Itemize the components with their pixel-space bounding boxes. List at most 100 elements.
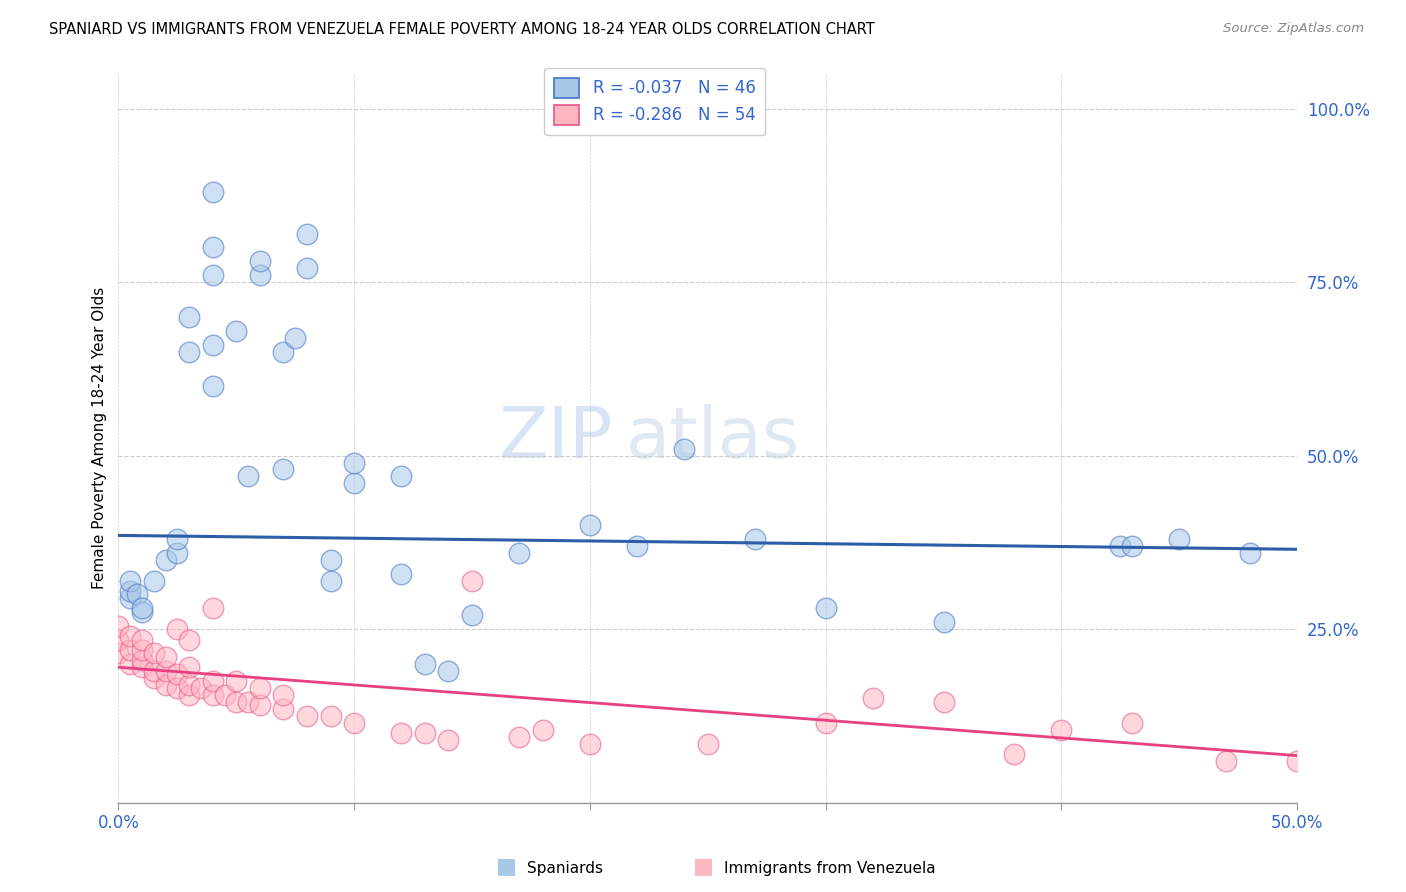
Point bbox=[319, 552, 342, 566]
Point bbox=[531, 723, 554, 737]
Point bbox=[1121, 539, 1143, 553]
Point bbox=[201, 601, 224, 615]
Point bbox=[1050, 723, 1073, 737]
Text: Immigrants from Venezuela: Immigrants from Venezuela bbox=[724, 861, 936, 876]
Point bbox=[295, 227, 318, 241]
Point bbox=[932, 615, 955, 629]
Point bbox=[295, 709, 318, 723]
Point bbox=[166, 532, 188, 546]
Text: ZIP: ZIP bbox=[499, 404, 613, 473]
Point bbox=[579, 737, 602, 751]
Text: Spaniards: Spaniards bbox=[527, 861, 603, 876]
Point bbox=[225, 674, 247, 689]
Point bbox=[201, 185, 224, 199]
Point bbox=[142, 671, 165, 685]
Point bbox=[236, 469, 259, 483]
Point bbox=[236, 695, 259, 709]
Point bbox=[201, 337, 224, 351]
Point bbox=[696, 737, 718, 751]
Point bbox=[389, 469, 412, 483]
Point bbox=[319, 574, 342, 588]
Point bbox=[1286, 754, 1309, 768]
Point bbox=[201, 240, 224, 254]
Point bbox=[389, 566, 412, 581]
Text: SPANIARD VS IMMIGRANTS FROM VENEZUELA FEMALE POVERTY AMONG 18-24 YEAR OLDS CORRE: SPANIARD VS IMMIGRANTS FROM VENEZUELA FE… bbox=[49, 22, 875, 37]
Point bbox=[579, 518, 602, 533]
Point bbox=[127, 587, 149, 601]
Point bbox=[131, 653, 153, 667]
Point bbox=[225, 324, 247, 338]
Point bbox=[155, 678, 177, 692]
Point bbox=[273, 462, 295, 476]
Point bbox=[166, 622, 188, 636]
Point bbox=[273, 702, 295, 716]
Point bbox=[179, 688, 201, 702]
Point bbox=[142, 574, 165, 588]
Point bbox=[166, 546, 188, 560]
Point bbox=[626, 539, 648, 553]
Point bbox=[343, 456, 366, 470]
Text: atlas: atlas bbox=[626, 404, 800, 473]
Point bbox=[389, 726, 412, 740]
Point bbox=[273, 688, 295, 702]
Point bbox=[461, 608, 484, 623]
Point bbox=[461, 574, 484, 588]
Point bbox=[142, 647, 165, 661]
Point bbox=[131, 605, 153, 619]
Point bbox=[343, 476, 366, 491]
Text: Source: ZipAtlas.com: Source: ZipAtlas.com bbox=[1223, 22, 1364, 36]
Point bbox=[120, 583, 142, 598]
Point bbox=[201, 268, 224, 282]
Point bbox=[249, 681, 271, 695]
Point bbox=[179, 310, 201, 324]
Point bbox=[814, 715, 837, 730]
Point bbox=[437, 664, 460, 678]
Point bbox=[437, 733, 460, 747]
Point bbox=[155, 649, 177, 664]
Point bbox=[508, 546, 530, 560]
Point bbox=[107, 618, 129, 632]
Point bbox=[1002, 747, 1025, 761]
Point bbox=[166, 667, 188, 681]
Point bbox=[413, 726, 436, 740]
Legend: R = -0.037   N = 46, R = -0.286   N = 54: R = -0.037 N = 46, R = -0.286 N = 54 bbox=[544, 68, 765, 135]
Text: ■: ■ bbox=[693, 856, 713, 876]
Point bbox=[862, 691, 884, 706]
Point bbox=[107, 647, 129, 661]
Point bbox=[179, 678, 201, 692]
Point bbox=[413, 657, 436, 671]
Point bbox=[814, 601, 837, 615]
Point bbox=[295, 261, 318, 276]
Point bbox=[155, 552, 177, 566]
Point bbox=[155, 664, 177, 678]
Point bbox=[131, 643, 153, 657]
Point bbox=[201, 379, 224, 393]
Point bbox=[142, 664, 165, 678]
Point bbox=[214, 688, 236, 702]
Point bbox=[131, 660, 153, 674]
Text: ■: ■ bbox=[496, 856, 516, 876]
Point bbox=[1239, 546, 1261, 560]
Point bbox=[508, 730, 530, 744]
Point bbox=[166, 681, 188, 695]
Point bbox=[273, 344, 295, 359]
Point bbox=[249, 698, 271, 713]
Point bbox=[190, 681, 212, 695]
Point bbox=[249, 254, 271, 268]
Point bbox=[1168, 532, 1191, 546]
Point bbox=[673, 442, 696, 456]
Point bbox=[131, 632, 153, 647]
Point bbox=[120, 643, 142, 657]
Point bbox=[120, 629, 142, 643]
Point bbox=[107, 632, 129, 647]
Point bbox=[131, 601, 153, 615]
Point bbox=[120, 574, 142, 588]
Point bbox=[120, 591, 142, 605]
Point bbox=[120, 657, 142, 671]
Point bbox=[1215, 754, 1237, 768]
Point bbox=[201, 688, 224, 702]
Point bbox=[225, 695, 247, 709]
Point bbox=[1121, 715, 1143, 730]
Point bbox=[319, 709, 342, 723]
Point bbox=[1109, 539, 1132, 553]
